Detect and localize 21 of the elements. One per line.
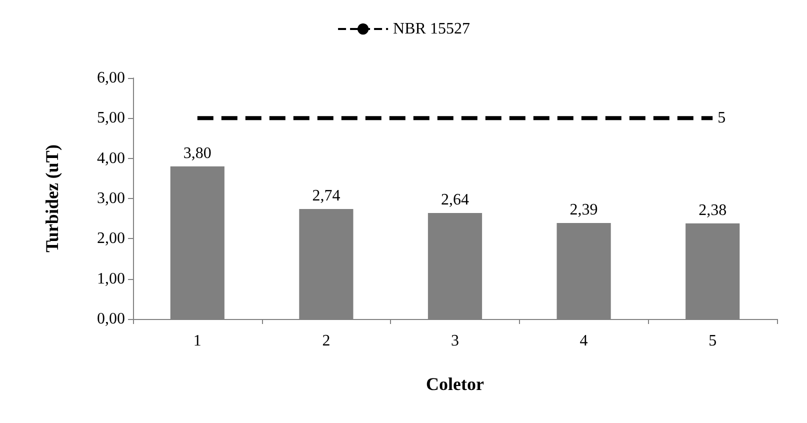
y-tick-label: 3,00 [97, 190, 125, 207]
y-axis-title: Turbidez (uT) [42, 144, 62, 252]
x-tick-label: 1 [193, 332, 202, 350]
x-tick-label: 4 [580, 332, 588, 350]
data-label: 3,80 [183, 144, 212, 162]
y-tick-label: 4,00 [97, 150, 125, 167]
x-tick-label: 2 [322, 332, 330, 350]
y-tick-label: 6,00 [97, 70, 125, 86]
x-tick-label: 3 [451, 332, 459, 350]
y-tick-label: 1,00 [97, 270, 125, 288]
data-label: 5 [718, 110, 726, 127]
x-axis-title: Coletor [426, 374, 484, 394]
data-label: 2,39 [570, 202, 598, 218]
legend-label: NBR 15527 [393, 20, 470, 38]
y-tick-label: 2,00 [97, 230, 125, 248]
y-tick-label: 0,00 [97, 310, 125, 328]
y-tick-label: 5,00 [97, 110, 125, 127]
x-tick-label: 5 [708, 332, 717, 350]
data-label: 2,74 [312, 187, 340, 204]
data-label: 2,38 [698, 202, 727, 219]
data-label: 2,64 [441, 191, 469, 208]
